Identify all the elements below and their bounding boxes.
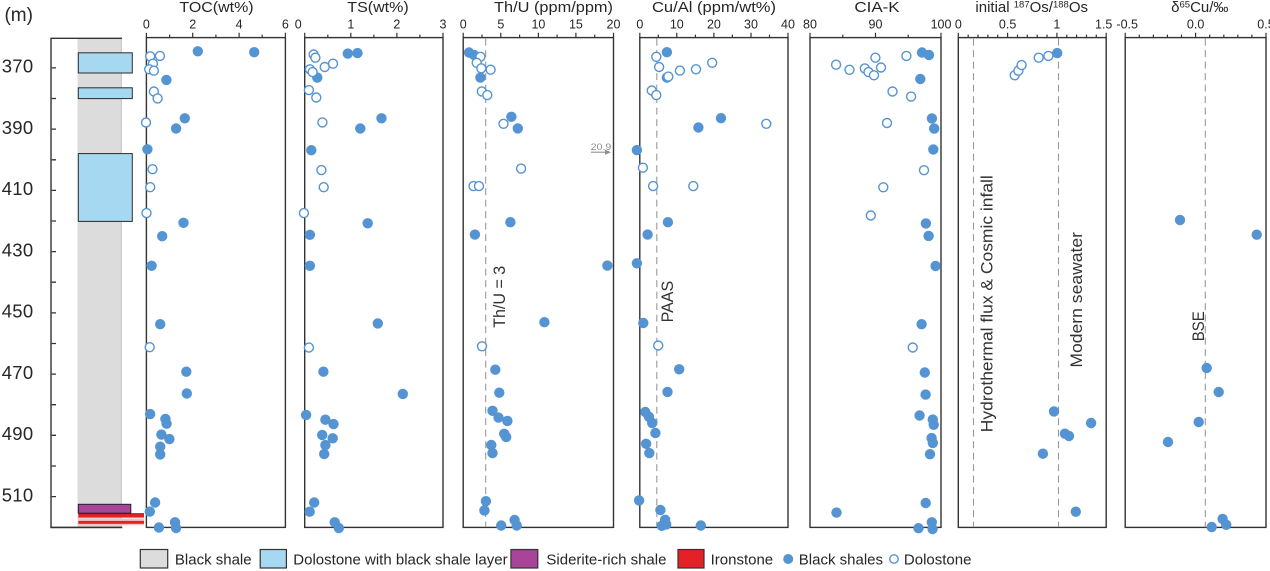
svg-text:Dolostone: Dolostone (904, 552, 972, 569)
svg-text:TOC(wt%): TOC(wt%) (179, 0, 253, 16)
svg-text:4: 4 (236, 18, 243, 32)
svg-text:5: 5 (497, 18, 504, 32)
svg-text:30: 30 (744, 18, 758, 32)
svg-text:0: 0 (636, 18, 643, 32)
svg-text:20.9: 20.9 (591, 142, 612, 153)
svg-text:Modern seawater: Modern seawater (1067, 232, 1086, 368)
svg-text:1: 1 (1053, 18, 1060, 32)
svg-text:1.5: 1.5 (1095, 18, 1112, 32)
svg-text:490: 490 (2, 423, 34, 444)
svg-text:(m): (m) (4, 5, 32, 26)
svg-text:Th/U (ppm/ppm): Th/U (ppm/ppm) (494, 0, 613, 16)
svg-text:0: 0 (143, 18, 150, 32)
svg-text:470: 470 (2, 362, 34, 383)
svg-text:CIA-K: CIA-K (854, 0, 899, 16)
svg-text:390: 390 (2, 117, 34, 138)
svg-text:410: 410 (2, 178, 34, 199)
svg-text:BSE: BSE (1189, 311, 1208, 341)
svg-text:Th/U = 3: Th/U = 3 (490, 266, 509, 328)
svg-text:10: 10 (531, 18, 545, 32)
svg-text:Ironstone: Ironstone (711, 552, 774, 569)
svg-text:450: 450 (2, 301, 34, 322)
svg-text:0: 0 (460, 18, 467, 32)
svg-text:initial 187Os/188Os: initial 187Os/188Os (975, 0, 1088, 16)
svg-text:20: 20 (607, 18, 621, 32)
svg-text:0.0: 0.0 (1187, 18, 1204, 32)
svg-text:510: 510 (2, 484, 34, 505)
svg-text:0.5: 0.5 (999, 18, 1016, 32)
svg-text:6: 6 (282, 18, 289, 32)
svg-text:PAAS: PAAS (658, 281, 677, 323)
svg-text:Siderite-rich shale: Siderite-rich shale (546, 552, 666, 569)
svg-text:3: 3 (440, 18, 447, 32)
svg-text:430: 430 (2, 239, 34, 260)
svg-text:Black shales: Black shales (799, 552, 883, 569)
svg-text:TS(wt%): TS(wt%) (347, 0, 408, 16)
svg-text:0: 0 (295, 18, 302, 32)
svg-text:80: 80 (803, 18, 817, 32)
svg-text:1: 1 (347, 18, 354, 32)
svg-text:Dolostone with black shale lay: Dolostone with black shale layer (293, 552, 507, 569)
svg-text:40: 40 (781, 18, 795, 32)
svg-text:-0.5: -0.5 (1116, 18, 1138, 32)
svg-text:15: 15 (569, 18, 583, 32)
svg-text:0.5: 0.5 (1257, 18, 1270, 32)
svg-text:100: 100 (931, 18, 952, 32)
svg-text:370: 370 (2, 56, 34, 77)
svg-text:2: 2 (189, 18, 196, 32)
svg-text:Hydrothermal flux & Cosmic inf: Hydrothermal flux & Cosmic infall (977, 175, 996, 432)
svg-text:10: 10 (670, 18, 684, 32)
svg-text:90: 90 (869, 18, 883, 32)
svg-text:0: 0 (955, 18, 962, 32)
svg-text:Black shale: Black shale (175, 552, 252, 569)
svg-text:20: 20 (707, 18, 721, 32)
svg-text:Cu/Al (ppm/wt%): Cu/Al (ppm/wt%) (652, 0, 776, 16)
svg-text:2: 2 (393, 18, 400, 32)
